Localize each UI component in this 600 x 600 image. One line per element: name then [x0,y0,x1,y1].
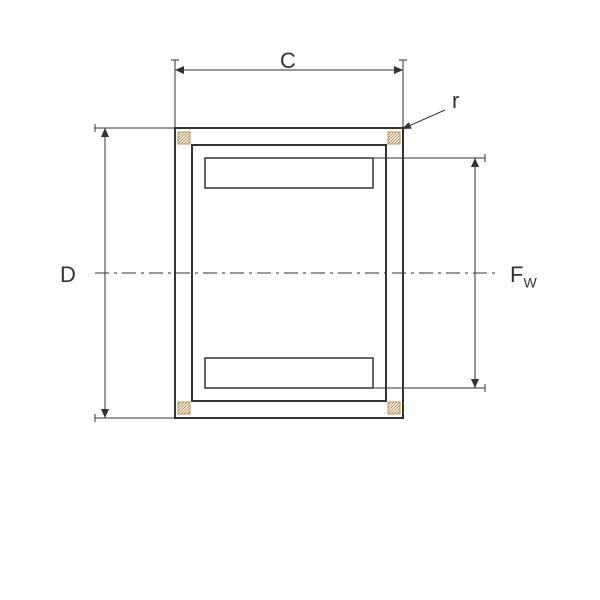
dim-label-D: D [60,262,76,288]
dim-label-Fw: FW [510,262,537,290]
bearing-cross-section-diagram [0,0,600,600]
dim-label-r: r [452,88,459,114]
dim-label-C: C [280,48,296,74]
